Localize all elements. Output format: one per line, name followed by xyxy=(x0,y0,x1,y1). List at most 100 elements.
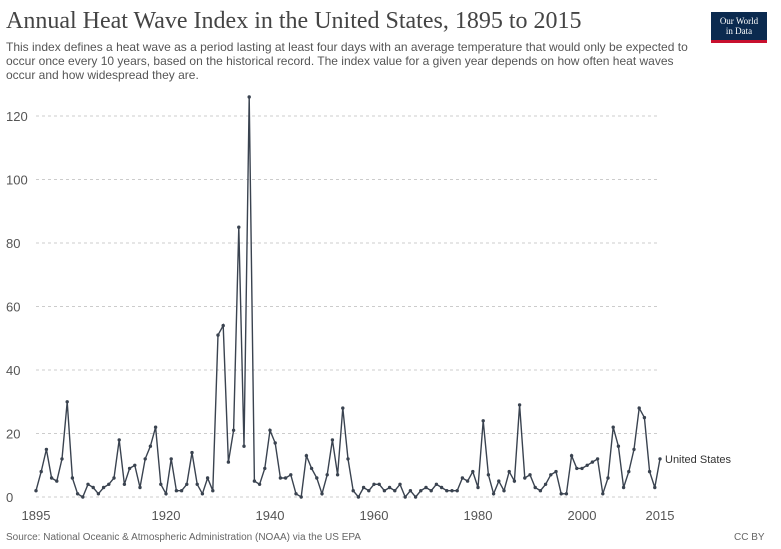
data-point[interactable] xyxy=(377,482,381,486)
data-point[interactable] xyxy=(476,485,480,490)
data-point[interactable] xyxy=(434,482,439,486)
data-point[interactable] xyxy=(429,489,433,493)
data-point[interactable] xyxy=(315,476,319,480)
data-point[interactable] xyxy=(283,476,288,480)
data-point[interactable] xyxy=(497,479,501,483)
data-point[interactable] xyxy=(455,489,459,493)
data-point[interactable] xyxy=(96,492,101,496)
data-point[interactable] xyxy=(107,482,111,486)
data-point[interactable] xyxy=(263,466,267,471)
data-point[interactable] xyxy=(325,473,329,477)
data-point[interactable] xyxy=(216,333,220,337)
data-point[interactable] xyxy=(481,419,485,423)
data-point[interactable] xyxy=(424,485,428,490)
data-point[interactable] xyxy=(190,450,194,455)
data-point[interactable] xyxy=(460,476,465,480)
data-point[interactable] xyxy=(60,457,64,461)
data-point[interactable] xyxy=(606,476,610,480)
data-point[interactable] xyxy=(528,473,532,477)
data-point[interactable] xyxy=(200,492,205,496)
data-point[interactable] xyxy=(153,425,158,429)
data-point[interactable] xyxy=(611,425,615,429)
data-point[interactable] xyxy=(112,476,116,480)
data-point[interactable] xyxy=(289,473,293,477)
data-point[interactable] xyxy=(382,489,387,493)
data-point[interactable] xyxy=(247,95,251,99)
data-point[interactable] xyxy=(408,489,413,493)
data-point[interactable] xyxy=(179,489,184,493)
data-point[interactable] xyxy=(65,400,69,404)
data-point[interactable] xyxy=(221,323,225,328)
data-point[interactable] xyxy=(601,492,605,496)
data-point[interactable] xyxy=(361,485,366,490)
data-point[interactable] xyxy=(273,441,277,445)
data-point[interactable] xyxy=(637,406,641,410)
data-point[interactable] xyxy=(627,469,631,474)
data-point[interactable] xyxy=(330,438,335,442)
data-point[interactable] xyxy=(502,489,506,493)
data-point[interactable] xyxy=(419,489,423,493)
data-point[interactable] xyxy=(523,476,527,480)
data-point[interactable] xyxy=(278,476,283,480)
data-point[interactable] xyxy=(491,492,496,496)
data-point[interactable] xyxy=(559,492,563,496)
data-point[interactable] xyxy=(538,489,543,493)
data-point[interactable] xyxy=(169,457,173,461)
data-point[interactable] xyxy=(257,482,262,486)
data-point[interactable] xyxy=(127,466,132,471)
data-point[interactable] xyxy=(164,492,168,496)
data-point[interactable] xyxy=(101,485,106,490)
data-point[interactable] xyxy=(356,495,361,499)
data-point[interactable] xyxy=(543,482,548,486)
data-point[interactable] xyxy=(117,438,121,442)
data-point[interactable] xyxy=(533,485,537,490)
data-point[interactable] xyxy=(549,473,553,477)
data-point[interactable] xyxy=(341,406,345,410)
data-point[interactable] xyxy=(44,447,49,452)
data-point[interactable] xyxy=(507,469,511,474)
data-point[interactable] xyxy=(450,489,454,493)
data-point[interactable] xyxy=(590,460,595,464)
data-point[interactable] xyxy=(49,476,54,480)
data-point[interactable] xyxy=(564,492,569,496)
data-point[interactable] xyxy=(231,428,236,432)
data-point[interactable] xyxy=(55,479,59,483)
data-point[interactable] xyxy=(211,489,215,493)
data-point[interactable] xyxy=(445,489,449,493)
data-point[interactable] xyxy=(294,492,298,496)
data-point[interactable] xyxy=(512,479,517,483)
data-point[interactable] xyxy=(398,482,402,486)
data-point[interactable] xyxy=(486,473,491,477)
data-point[interactable] xyxy=(616,444,621,448)
data-point[interactable] xyxy=(268,428,272,432)
data-point[interactable] xyxy=(393,489,397,493)
data-point[interactable] xyxy=(309,466,314,471)
data-point[interactable] xyxy=(575,466,579,471)
data-point[interactable] xyxy=(39,469,43,474)
data-point[interactable] xyxy=(299,495,303,499)
data-point[interactable] xyxy=(242,444,246,448)
data-point[interactable] xyxy=(320,492,324,496)
data-point[interactable] xyxy=(70,476,75,480)
data-point[interactable] xyxy=(148,444,153,448)
data-point[interactable] xyxy=(86,482,90,486)
data-point[interactable] xyxy=(81,495,85,499)
data-point[interactable] xyxy=(174,489,179,493)
data-point[interactable] xyxy=(653,485,657,490)
data-point[interactable] xyxy=(585,463,589,467)
data-point[interactable] xyxy=(517,403,522,407)
data-point[interactable] xyxy=(387,485,392,490)
data-point[interactable] xyxy=(252,479,257,483)
data-point[interactable] xyxy=(226,460,231,464)
data-point[interactable] xyxy=(34,489,38,493)
data-point[interactable] xyxy=(75,492,80,496)
data-point[interactable] xyxy=(569,454,574,458)
data-point[interactable] xyxy=(351,489,355,493)
data-point[interactable] xyxy=(372,482,376,486)
data-point[interactable] xyxy=(580,466,584,471)
data-point[interactable] xyxy=(91,485,95,490)
data-point[interactable] xyxy=(143,457,147,461)
data-point[interactable] xyxy=(367,489,371,493)
data-point[interactable] xyxy=(465,479,470,483)
data-point[interactable] xyxy=(335,473,340,477)
